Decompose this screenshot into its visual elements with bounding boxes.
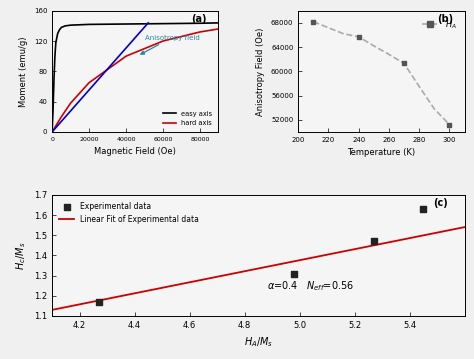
Y-axis label: $H_c/M_s$: $H_c/M_s$ [15, 241, 28, 270]
easy axis [57, 28, 63, 32]
hard axis [216, 27, 221, 31]
easy axis [62, 24, 68, 28]
Y-axis label: Anisotropy Field (Oe): Anisotropy Field (Oe) [256, 27, 265, 116]
hard axis [55, 121, 61, 125]
hard axis [49, 130, 55, 134]
easy axis [216, 21, 221, 25]
hard axis [51, 127, 57, 131]
Text: (b): (b) [437, 14, 453, 24]
easy axis [49, 130, 55, 134]
easy axis [52, 54, 58, 58]
Legend: $H_A$: $H_A$ [419, 15, 460, 34]
easy axis [53, 41, 59, 45]
hard axis [123, 54, 129, 58]
hard axis [68, 101, 73, 105]
hard axis [86, 80, 92, 85]
easy axis [160, 22, 166, 26]
X-axis label: $H_A/M_s$: $H_A/M_s$ [244, 335, 273, 349]
Text: Anisotropy field: Anisotropy field [141, 34, 199, 54]
hard axis [197, 30, 203, 34]
Point [310, 19, 317, 24]
easy axis [197, 21, 203, 25]
Legend: easy axis, hard axis: easy axis, hard axis [160, 108, 215, 129]
Point [446, 122, 453, 127]
Text: $\alpha$=0.4   $N_{eff}$=0.56: $\alpha$=0.4 $N_{eff}$=0.56 [266, 279, 354, 293]
easy axis [51, 77, 57, 81]
easy axis [55, 31, 61, 36]
Point [400, 61, 408, 66]
Text: (a): (a) [191, 14, 207, 24]
easy axis [58, 25, 64, 29]
Experimental data [419, 206, 427, 212]
hard axis [50, 128, 56, 132]
Line: easy axis: easy axis [52, 23, 219, 132]
Line: hard axis: hard axis [52, 29, 219, 132]
Experimental data [370, 238, 378, 244]
hard axis [58, 115, 64, 119]
Experimental data [95, 299, 103, 305]
Text: (c): (c) [433, 199, 448, 209]
easy axis [50, 107, 56, 111]
Legend: Experimental data, Linear Fit of Experimental data: Experimental data, Linear Fit of Experim… [56, 199, 202, 227]
Point [355, 34, 363, 40]
hard axis [53, 123, 59, 128]
X-axis label: Temperature (K): Temperature (K) [347, 148, 415, 157]
hard axis [160, 39, 166, 43]
easy axis [123, 22, 129, 26]
easy axis [86, 22, 92, 27]
Y-axis label: Moment (emu/g): Moment (emu/g) [19, 36, 28, 107]
X-axis label: Magnetic Field (Oe): Magnetic Field (Oe) [94, 147, 176, 156]
Experimental data [290, 271, 298, 276]
easy axis [68, 23, 73, 27]
